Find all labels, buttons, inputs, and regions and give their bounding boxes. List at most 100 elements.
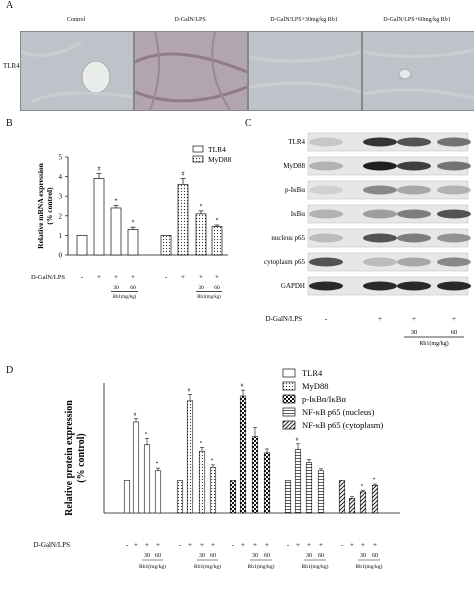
- treatment-sign: +: [188, 541, 192, 549]
- y-tick-label: 1: [59, 232, 63, 240]
- bar-series-4: [359, 491, 367, 514]
- treatment-sign: +: [319, 541, 323, 549]
- treatment-sign: -: [232, 541, 235, 549]
- significance-mark: #: [134, 412, 137, 418]
- legend-swatch: [282, 394, 296, 404]
- micrograph-rb1-60-texture: [363, 48, 474, 100]
- micrograph-dgaln-lps: [134, 31, 248, 111]
- bar-series-1: [198, 450, 206, 514]
- blot-band: [309, 257, 343, 267]
- significance-mark: #: [188, 387, 191, 393]
- blot-band: [363, 281, 397, 291]
- treatment-sign: -: [325, 314, 328, 323]
- treatment-sign: +: [241, 541, 245, 549]
- dose-value: 30: [411, 329, 418, 336]
- panel-a-letter: A: [6, 0, 14, 11]
- y-tick-label: 2: [59, 212, 63, 220]
- significance-mark: *: [211, 458, 214, 464]
- dose-unit: Rb1(mg/kg): [139, 563, 166, 570]
- significance-mark: #: [98, 167, 101, 173]
- treatment-sign: +: [199, 273, 203, 281]
- legend-swatch: [192, 145, 204, 153]
- dose-unit: Rb1(mg/kg): [113, 295, 137, 300]
- significance-mark: *: [156, 461, 159, 467]
- y-axis-label: Relative mRNA expression: [36, 162, 45, 249]
- bar-myd88: [160, 235, 172, 256]
- bar-myd88: [177, 184, 189, 256]
- legend-label: MyD88: [302, 381, 328, 391]
- dose-value: 30: [252, 553, 258, 559]
- blot-strip: [307, 180, 469, 200]
- bar-series-3: [305, 462, 313, 514]
- blot-band: [397, 257, 431, 267]
- legend-label: TLR4: [208, 145, 226, 154]
- western-blot-c: TLR4 MyD88 p-IκBα IκBα nucleus p65 cytoplasm …: [264, 132, 471, 347]
- band-label: p-IκBα: [285, 186, 305, 194]
- blot-band: [437, 209, 471, 219]
- panel-a-row-label: TLR4: [3, 62, 20, 70]
- bar-series-0: [143, 444, 151, 514]
- legend-label: p-IκBα/IκBα: [302, 394, 346, 404]
- treatment-sign: +: [412, 314, 416, 323]
- dose-value: 30: [198, 285, 204, 291]
- micrograph-rb1-60: [362, 31, 474, 111]
- blot-band: [363, 137, 397, 147]
- micrograph-control-texture: [21, 40, 133, 104]
- treatment-sign: -: [165, 273, 168, 281]
- treatment-sign: -: [81, 273, 84, 281]
- dose-unit: Rb1(mg/kg): [248, 563, 275, 570]
- micrograph-rb1-30: [248, 31, 362, 111]
- dose-value: 60: [264, 553, 270, 559]
- dose-value: 60: [372, 553, 378, 559]
- chart-d: Relative protein expression (% control) # *…: [33, 368, 400, 570]
- significance-mark: *: [115, 199, 118, 205]
- blot-band: [437, 257, 471, 267]
- bar-series-2: [229, 480, 237, 514]
- treatment-sign: +: [265, 541, 269, 549]
- bar-series-4: [371, 485, 379, 514]
- band-label: cytoplasm p65: [264, 258, 306, 266]
- blot-band: [363, 257, 397, 267]
- band-label: IκBα: [291, 210, 306, 218]
- treatment-sign: +: [114, 273, 118, 281]
- bar-series-3: [284, 480, 292, 514]
- chart-b: 0 1 2 3 4 5 Relative mRNA expression (% control…: [31, 145, 232, 300]
- blot-band: [309, 281, 343, 291]
- treatment-sign: -: [126, 541, 129, 549]
- dose-value: 60: [318, 553, 324, 559]
- legend-label: NF-κB p65 (nucleus): [302, 407, 374, 417]
- legend-swatch: [282, 381, 296, 391]
- blot-band: [309, 209, 343, 219]
- bar-series-0: [132, 421, 140, 514]
- significance-mark: *: [200, 204, 203, 210]
- panel-c-letter: C: [245, 118, 252, 129]
- blot-band: [309, 185, 343, 195]
- treatment-sign: -: [179, 541, 182, 549]
- blot-band: [363, 185, 397, 195]
- treatment-sign: +: [200, 541, 204, 549]
- bar-myd88: [195, 213, 207, 256]
- treatment-label: D-GalN/LPS: [33, 541, 70, 549]
- treatment-sign: -: [341, 541, 344, 549]
- blot-band: [309, 161, 343, 171]
- bar-myd88: [211, 226, 223, 256]
- blot-band: [397, 281, 431, 291]
- blot-band: [437, 185, 471, 195]
- blot-band: [397, 137, 431, 147]
- bar-tlr4: [110, 207, 122, 256]
- treatment-sign: +: [452, 314, 456, 323]
- y-axis-label: Relative protein expression: [64, 400, 75, 516]
- treatment-sign: +: [134, 541, 138, 549]
- bar-series-0: [123, 480, 131, 514]
- treatment-sign: +: [253, 541, 257, 549]
- dose-value: 60: [210, 553, 216, 559]
- blot-band: [397, 185, 431, 195]
- dose-value: 30: [144, 553, 150, 559]
- blot-band: [397, 209, 431, 219]
- micrograph-rb1-30-texture: [249, 50, 361, 94]
- treatment-sign: +: [350, 541, 354, 549]
- panel-a-column-label: D-GalN/LPS: [174, 17, 206, 23]
- y-tick-label: 0: [59, 252, 63, 260]
- significance-mark: #: [241, 383, 244, 389]
- dose-value: 30: [199, 553, 205, 559]
